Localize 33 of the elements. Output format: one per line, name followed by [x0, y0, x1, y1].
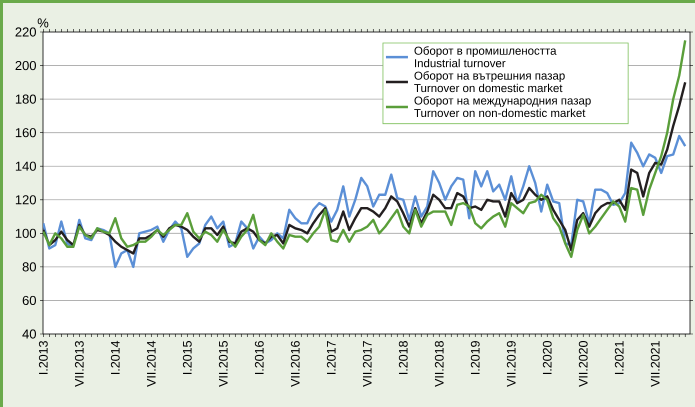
y-tick-label: 200	[16, 60, 36, 70]
y-tick-label: 60	[22, 296, 36, 306]
x-tick-label: I.2014	[110, 340, 120, 374]
x-tick-label: I.2018	[398, 341, 408, 374]
y-tick-label: 40	[22, 329, 36, 339]
x-tick-label: VII.2016	[290, 341, 300, 387]
x-tick-label: I.2013	[38, 341, 48, 374]
x-tick-label: VII.2017	[362, 341, 372, 387]
legend-label: Оборот в промишлеността Industrial turnover	[414, 46, 556, 68]
x-tick-label: I.2021	[614, 341, 624, 374]
y-tick-label: 180	[16, 94, 36, 104]
legend-label: Оборот на вътрешния пазар Turnover on domestic market	[414, 71, 565, 92]
y-tick-label: 160	[16, 128, 36, 138]
x-tick-label: I.2016	[254, 341, 264, 374]
line-series	[43, 134, 686, 268]
y-axis-title: %	[38, 18, 48, 28]
y-tick-label: 140	[16, 162, 36, 171]
y-tick-label: 100	[16, 228, 36, 238]
x-tick-label: VII.2019	[506, 341, 516, 387]
x-tick-label: VII.2015	[218, 341, 228, 387]
x-tick-label: I.2019	[470, 341, 480, 374]
x-tick-label: VII.2014	[146, 340, 156, 387]
x-tick-label: VII.2018	[434, 341, 444, 387]
x-tick-label: VII.2020	[578, 341, 588, 387]
y-tick-label: 220	[16, 27, 36, 37]
x-tick-label: I.2015	[182, 341, 192, 374]
x-tick-label: VII.2013	[74, 341, 84, 387]
y-tick-label: 120	[16, 195, 36, 204]
x-tick-label: I.2017	[326, 341, 336, 374]
y-tick-label: 80	[22, 262, 36, 272]
legend-label: Оборот на международния пазар Turnover on non-domestic market	[414, 96, 591, 118]
x-tick-label: I.2020	[542, 341, 552, 374]
x-tick-label: VII.2021	[650, 341, 660, 387]
